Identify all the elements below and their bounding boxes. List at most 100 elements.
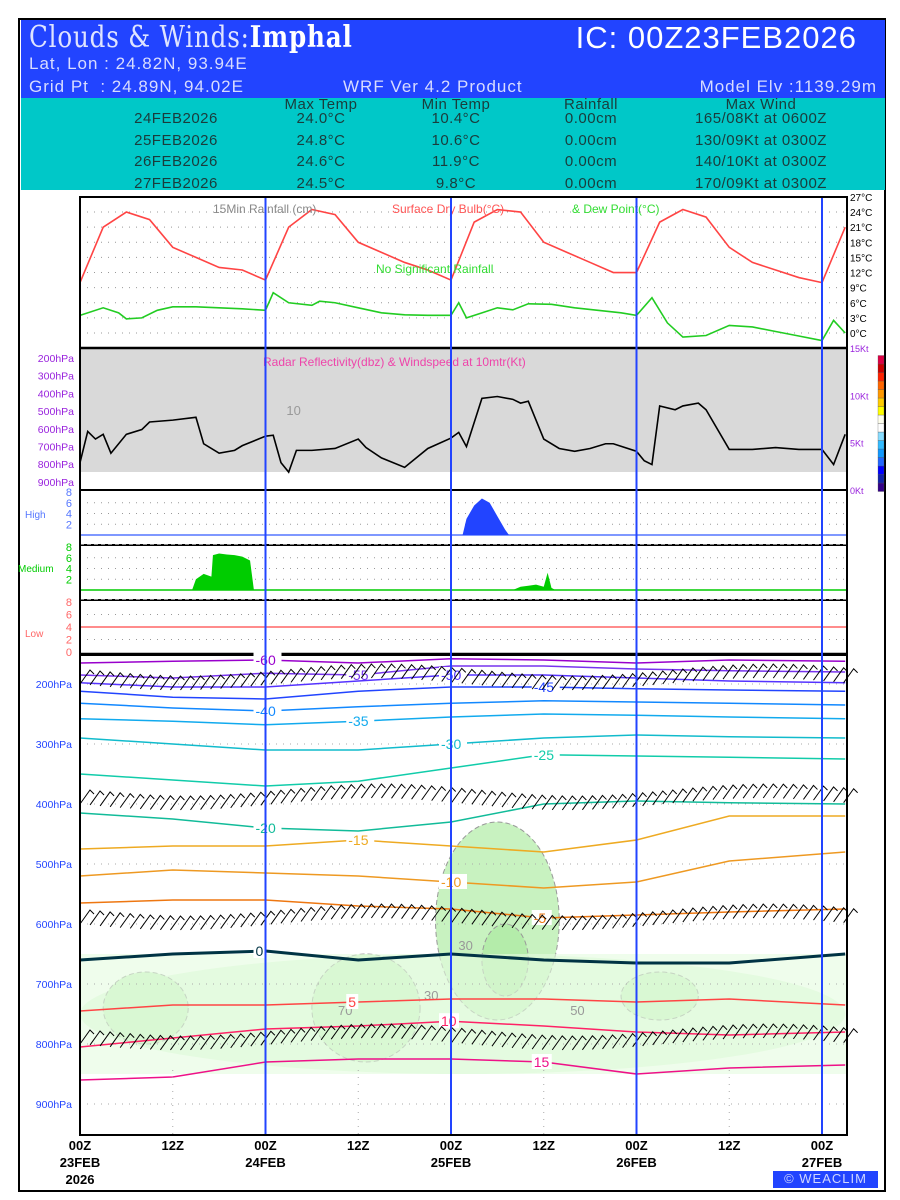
wind-barb	[330, 784, 346, 800]
wind-barb	[722, 784, 738, 800]
col-max-temp: Max Temp	[284, 96, 358, 113]
isotherm-label: 5	[348, 994, 356, 1010]
wind-barb	[752, 783, 768, 799]
wind-barb	[180, 915, 195, 931]
wind-barb	[521, 1033, 537, 1049]
col-rainfall: Rainfall	[563, 96, 619, 113]
wind-barb	[270, 789, 286, 805]
wind-barb	[511, 793, 527, 809]
wind-barb	[742, 663, 758, 679]
wind-barb	[310, 1025, 326, 1041]
wind-barb	[109, 792, 125, 808]
wind-barb	[692, 1026, 708, 1042]
wind-barb	[119, 672, 135, 688]
wind-barb	[561, 795, 577, 811]
wind-barb	[370, 903, 386, 919]
wind-barb	[662, 669, 678, 685]
wind-barb	[139, 674, 155, 690]
wind-barb	[602, 794, 617, 810]
isotherm-label-bg	[253, 943, 266, 958]
wind-barb	[682, 1027, 698, 1043]
wind-barb	[642, 911, 658, 927]
wind-barb	[581, 795, 597, 811]
wind-barb	[421, 785, 436, 801]
wind-barb	[662, 909, 678, 925]
wind-barb	[109, 1032, 125, 1048]
cloud-tick-label: 0	[66, 647, 72, 659]
wind-barb	[240, 792, 256, 808]
station-name: Imphal	[249, 20, 353, 55]
pressure-tick-label: 300hPa	[38, 371, 74, 383]
wind-barb	[200, 794, 215, 810]
temp-tick-label: 15°C	[850, 253, 872, 264]
temp-tick-label: 18°C	[850, 238, 872, 249]
wind-barb	[803, 784, 818, 800]
wind-barb	[602, 914, 617, 930]
pressure-tick-label: 900hPa	[36, 1099, 72, 1111]
title-prefix: Clouds & Winds:	[29, 20, 250, 55]
temp-tick-label: 9°C	[850, 284, 867, 295]
wind-barb	[411, 664, 426, 680]
wind-barb	[622, 792, 637, 808]
wind-barb	[300, 786, 316, 802]
wind-barb	[381, 903, 396, 919]
wind-barb	[431, 665, 447, 681]
wind-tick-label: 15Kt	[850, 344, 869, 354]
wind-barb	[722, 1024, 738, 1040]
summary-cell: 10.4°C	[431, 110, 481, 127]
wind-barb	[190, 675, 205, 691]
wind-barb	[541, 794, 557, 810]
wind-barb	[200, 914, 215, 930]
cloud-tick-label: 4	[66, 622, 72, 634]
wind-barb	[421, 905, 436, 921]
wind-barb	[200, 674, 215, 690]
colorbar-swatch	[877, 355, 885, 365]
wind-barb	[320, 665, 336, 681]
colorbar-swatch	[877, 363, 885, 373]
wind-barb	[672, 908, 688, 924]
wind-barb	[109, 912, 125, 928]
wind-barb	[622, 912, 637, 928]
temp-tick-label: 27°C	[850, 193, 872, 204]
date-label: 25FEB	[431, 1155, 471, 1170]
wind-barb	[180, 1035, 195, 1051]
wind-barb	[391, 663, 406, 679]
time-tick-label: 00Z	[440, 1138, 462, 1153]
wind-barb	[541, 674, 557, 690]
wind-barb	[451, 787, 467, 803]
summary-cell: 140/10Kt at 0300Z	[695, 153, 827, 170]
pressure-tick-label: 500hPa	[38, 406, 74, 418]
wind-barb	[401, 783, 416, 799]
colorbar-swatch	[877, 414, 885, 424]
wind-barb	[280, 788, 296, 804]
wind-barb	[732, 903, 748, 919]
wind-barb	[561, 915, 577, 931]
wind-barb	[411, 784, 426, 800]
wind-barb	[461, 668, 477, 684]
dry-bulb-line	[79, 208, 846, 284]
wind-barb	[692, 666, 708, 682]
wind-barb	[481, 1030, 497, 1046]
wind-barb	[461, 908, 477, 924]
cloud-layer-label: Medium	[18, 564, 54, 575]
wind-barb	[471, 1029, 487, 1045]
wind-barb	[330, 1024, 346, 1040]
wind-barb	[792, 784, 808, 800]
wind-barb	[320, 905, 336, 921]
time-tick-label: 12Z	[533, 1138, 555, 1153]
wind-barb	[712, 1024, 728, 1040]
wind-barb	[803, 664, 818, 680]
grid-point: Grid Pt : 24.89N, 94.02E	[29, 77, 244, 96]
wind-barb	[592, 794, 607, 810]
wind-barb	[541, 1034, 557, 1050]
summary-date: 25FEB2026	[134, 131, 218, 149]
date-label: 26FEB	[616, 1155, 656, 1170]
wind-barb	[692, 786, 708, 802]
cloud-area-medium	[192, 553, 556, 590]
colorbar-swatch	[877, 406, 885, 416]
wind-barb	[340, 903, 356, 919]
wind-barb	[772, 903, 788, 919]
wind-barb	[461, 1028, 477, 1044]
summary-cell: 24.5°C	[296, 174, 346, 192]
wind-barb	[230, 673, 246, 689]
